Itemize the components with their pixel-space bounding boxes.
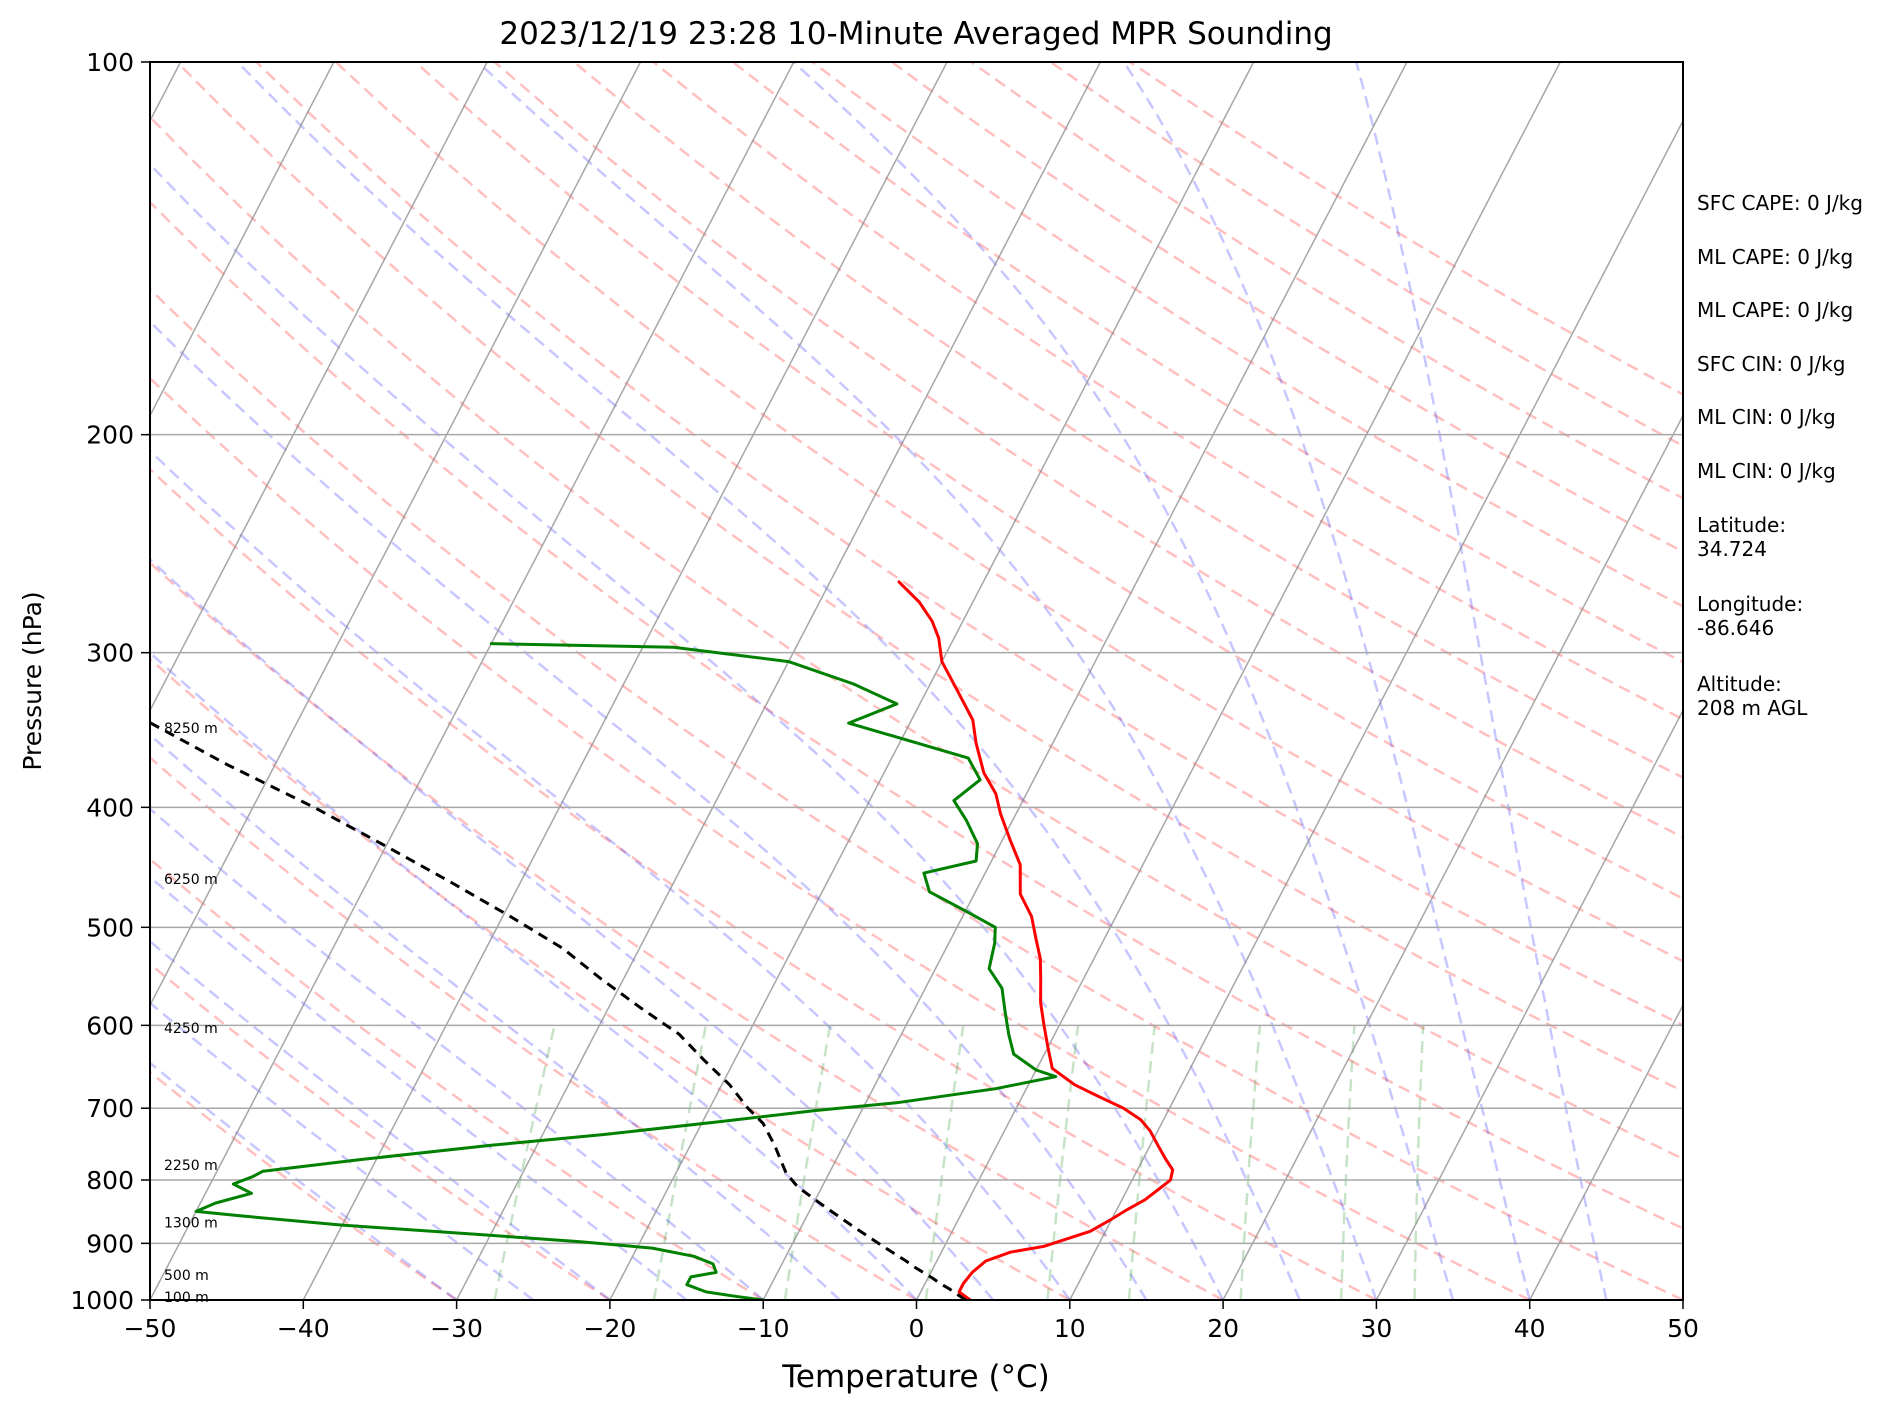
- ml-cape-label: ML CAPE: 0 J/kg: [1697, 245, 1853, 269]
- y-tick-label: 1000: [70, 1286, 134, 1315]
- y-tick-label: 900: [86, 1229, 134, 1258]
- x-tick-label: 50: [1667, 1314, 1699, 1343]
- ml-cin-label: ML CIN: 0 J/kg: [1697, 405, 1836, 429]
- y-tick-label: 100: [86, 48, 134, 77]
- height-label: 2250 m: [164, 1158, 218, 1174]
- x-tick-label: 10: [1054, 1314, 1086, 1343]
- x-tick-label: 40: [1514, 1314, 1546, 1343]
- sfc-cape-label: SFC CAPE: 0 J/kg: [1697, 191, 1863, 215]
- altitude-label: Altitude: 208 m AGL: [1697, 672, 1807, 720]
- y-axis-label: Pressure (hPa): [18, 591, 47, 770]
- x-tick-label: 20: [1207, 1314, 1239, 1343]
- height-label: 6250 m: [164, 872, 218, 888]
- x-tick-label: 30: [1360, 1314, 1392, 1343]
- height-label: 100 m: [164, 1290, 209, 1306]
- x-tick-label: −20: [584, 1314, 637, 1343]
- height-label: 4250 m: [164, 1021, 218, 1037]
- ml-cape-label-2: ML CAPE: 0 J/kg: [1697, 298, 1853, 322]
- y-tick-label: 400: [86, 793, 134, 822]
- y-tick-label: 200: [86, 421, 134, 450]
- height-label: 500 m: [164, 1268, 209, 1284]
- height-label: 8250 m: [164, 721, 218, 737]
- x-tick-label: 0: [909, 1314, 925, 1343]
- x-axis-label: Temperature (°C): [781, 1359, 1050, 1395]
- latitude-label: Latitude: 34.724: [1697, 513, 1786, 561]
- y-tick-label: 600: [86, 1011, 134, 1040]
- longitude-label: Longitude: -86.646: [1697, 592, 1803, 640]
- y-tick-label: 500: [86, 913, 134, 942]
- x-tick-label: −50: [124, 1314, 177, 1343]
- y-tick-label: 800: [86, 1166, 134, 1195]
- height-label: 1300 m: [164, 1216, 218, 1232]
- chart-title: 2023/12/19 23:28 10-Minute Averaged MPR …: [499, 16, 1332, 52]
- y-tick-label: 300: [86, 639, 134, 668]
- sfc-cin-label: SFC CIN: 0 J/kg: [1697, 352, 1845, 376]
- y-tick-label: 700: [86, 1094, 134, 1123]
- x-tick-label: −10: [737, 1314, 790, 1343]
- ml-cin-label-2: ML CIN: 0 J/kg: [1697, 459, 1836, 483]
- x-tick-label: −30: [430, 1314, 483, 1343]
- x-tick-label: −40: [277, 1314, 330, 1343]
